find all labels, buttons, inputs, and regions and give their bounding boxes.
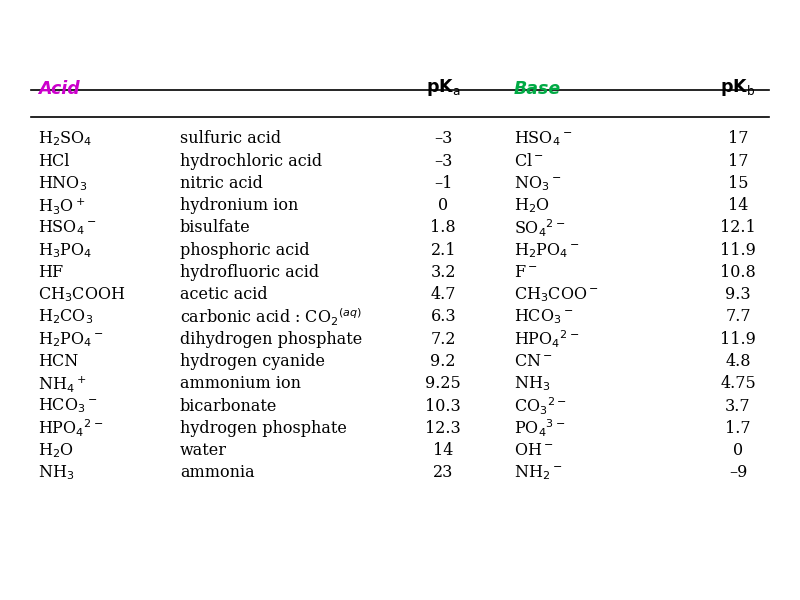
Text: SO$_4$$^{2-}$: SO$_4$$^{2-}$	[514, 217, 566, 239]
Text: bicarbonate: bicarbonate	[180, 398, 278, 415]
Text: 4.75: 4.75	[720, 376, 756, 392]
Text: HPO$_4$$^{2-}$: HPO$_4$$^{2-}$	[38, 418, 103, 439]
Text: Acid: Acid	[38, 80, 80, 98]
Text: 9.25: 9.25	[426, 376, 461, 392]
Text: 4.8: 4.8	[726, 353, 750, 370]
Text: PO$_4$$^{3-}$: PO$_4$$^{3-}$	[514, 418, 565, 439]
Text: dihydrogen phosphate: dihydrogen phosphate	[180, 331, 362, 348]
Text: ammonia: ammonia	[180, 464, 254, 481]
Text: CH$_3$COO$^-$: CH$_3$COO$^-$	[514, 286, 599, 304]
Text: –1: –1	[434, 175, 453, 192]
Text: 17: 17	[728, 130, 748, 148]
Text: NH$_2$$^-$: NH$_2$$^-$	[514, 464, 562, 482]
Text: H$_2$CO$_3$: H$_2$CO$_3$	[38, 308, 94, 326]
Text: hydrofluoric acid: hydrofluoric acid	[180, 264, 319, 281]
Text: 6.3: 6.3	[430, 308, 456, 325]
Text: ammonium ion: ammonium ion	[180, 376, 301, 392]
Text: H$_2$PO$_4$$^-$: H$_2$PO$_4$$^-$	[38, 330, 104, 349]
Text: F$^-$: F$^-$	[514, 264, 538, 281]
Text: 9.2: 9.2	[430, 353, 456, 370]
Text: acetic acid: acetic acid	[180, 286, 267, 303]
Text: hydrochloric acid: hydrochloric acid	[180, 152, 322, 170]
Text: 4.7: 4.7	[430, 286, 456, 303]
Text: 17: 17	[728, 152, 748, 170]
Text: NO$_3$$^-$: NO$_3$$^-$	[514, 174, 562, 193]
Text: H$_2$O: H$_2$O	[514, 196, 550, 215]
Text: H$_3$O$^+$: H$_3$O$^+$	[38, 196, 86, 215]
Text: HCN: HCN	[38, 353, 78, 370]
Text: OH$^-$: OH$^-$	[514, 442, 554, 459]
Text: 7.2: 7.2	[430, 331, 456, 348]
Text: CO$_3$$^{2-}$: CO$_3$$^{2-}$	[514, 395, 566, 417]
Text: 14: 14	[433, 442, 454, 459]
Text: –3: –3	[434, 130, 453, 148]
Text: 15: 15	[728, 175, 748, 192]
Text: HPO$_4$$^{2-}$: HPO$_4$$^{2-}$	[514, 329, 579, 350]
Text: phosphoric acid: phosphoric acid	[180, 242, 310, 259]
Text: 3.2: 3.2	[430, 264, 456, 281]
Text: hydrogen phosphate: hydrogen phosphate	[180, 420, 346, 437]
Text: –9: –9	[729, 464, 747, 481]
Text: 1.8: 1.8	[430, 220, 456, 236]
Text: 9.3: 9.3	[726, 286, 751, 303]
Text: 0: 0	[733, 442, 743, 459]
Text: 12.3: 12.3	[426, 420, 461, 437]
Text: pK$_\mathrm{a}$: pK$_\mathrm{a}$	[426, 77, 461, 98]
Text: CH$_3$COOH: CH$_3$COOH	[38, 286, 126, 304]
Text: 10.3: 10.3	[426, 398, 461, 415]
Text: H$_3$PO$_4$: H$_3$PO$_4$	[38, 241, 93, 260]
Text: HF: HF	[38, 264, 63, 281]
Text: HSO$_4$$^-$: HSO$_4$$^-$	[514, 130, 572, 148]
Text: HCl: HCl	[38, 152, 70, 170]
Text: Base: Base	[514, 80, 561, 98]
Text: 11.9: 11.9	[720, 331, 756, 348]
Text: carbonic acid : CO$_2$$^{(aq)}$: carbonic acid : CO$_2$$^{(aq)}$	[180, 306, 362, 328]
Text: hydrogen cyanide: hydrogen cyanide	[180, 353, 325, 370]
Text: 0: 0	[438, 197, 448, 214]
Text: HCO$_3$$^-$: HCO$_3$$^-$	[38, 397, 98, 415]
Text: –3: –3	[434, 152, 453, 170]
Text: nitric acid: nitric acid	[180, 175, 262, 192]
Text: HSO$_4$$^-$: HSO$_4$$^-$	[38, 218, 97, 237]
Text: 1.7: 1.7	[726, 420, 751, 437]
Text: 7.7: 7.7	[726, 308, 751, 325]
Text: H$_2$PO$_4$$^-$: H$_2$PO$_4$$^-$	[514, 241, 580, 260]
Text: 23: 23	[433, 464, 454, 481]
Text: H$_2$SO$_4$: H$_2$SO$_4$	[38, 130, 93, 148]
Text: HNO$_3$: HNO$_3$	[38, 174, 88, 193]
Text: H$_2$O: H$_2$O	[38, 441, 74, 460]
Text: 10.8: 10.8	[720, 264, 756, 281]
Text: hydronium ion: hydronium ion	[180, 197, 298, 214]
Text: 14: 14	[728, 197, 748, 214]
Text: water: water	[180, 442, 227, 459]
Text: NH$_3$: NH$_3$	[514, 374, 550, 393]
Text: sulfuric acid: sulfuric acid	[180, 130, 281, 148]
Text: NH$_3$: NH$_3$	[38, 464, 74, 482]
Text: CN$^-$: CN$^-$	[514, 353, 553, 370]
Text: 3.7: 3.7	[726, 398, 751, 415]
Text: NH$_4$$^+$: NH$_4$$^+$	[38, 374, 86, 394]
Text: 11.9: 11.9	[720, 242, 756, 259]
Text: Cl$^-$: Cl$^-$	[514, 152, 544, 170]
Text: 2.1: 2.1	[430, 242, 456, 259]
Text: bisulfate: bisulfate	[180, 220, 250, 236]
Text: HCO$_3$$^-$: HCO$_3$$^-$	[514, 308, 574, 326]
Text: 12.1: 12.1	[720, 220, 756, 236]
Text: pK$_\mathrm{b}$: pK$_\mathrm{b}$	[721, 77, 755, 98]
